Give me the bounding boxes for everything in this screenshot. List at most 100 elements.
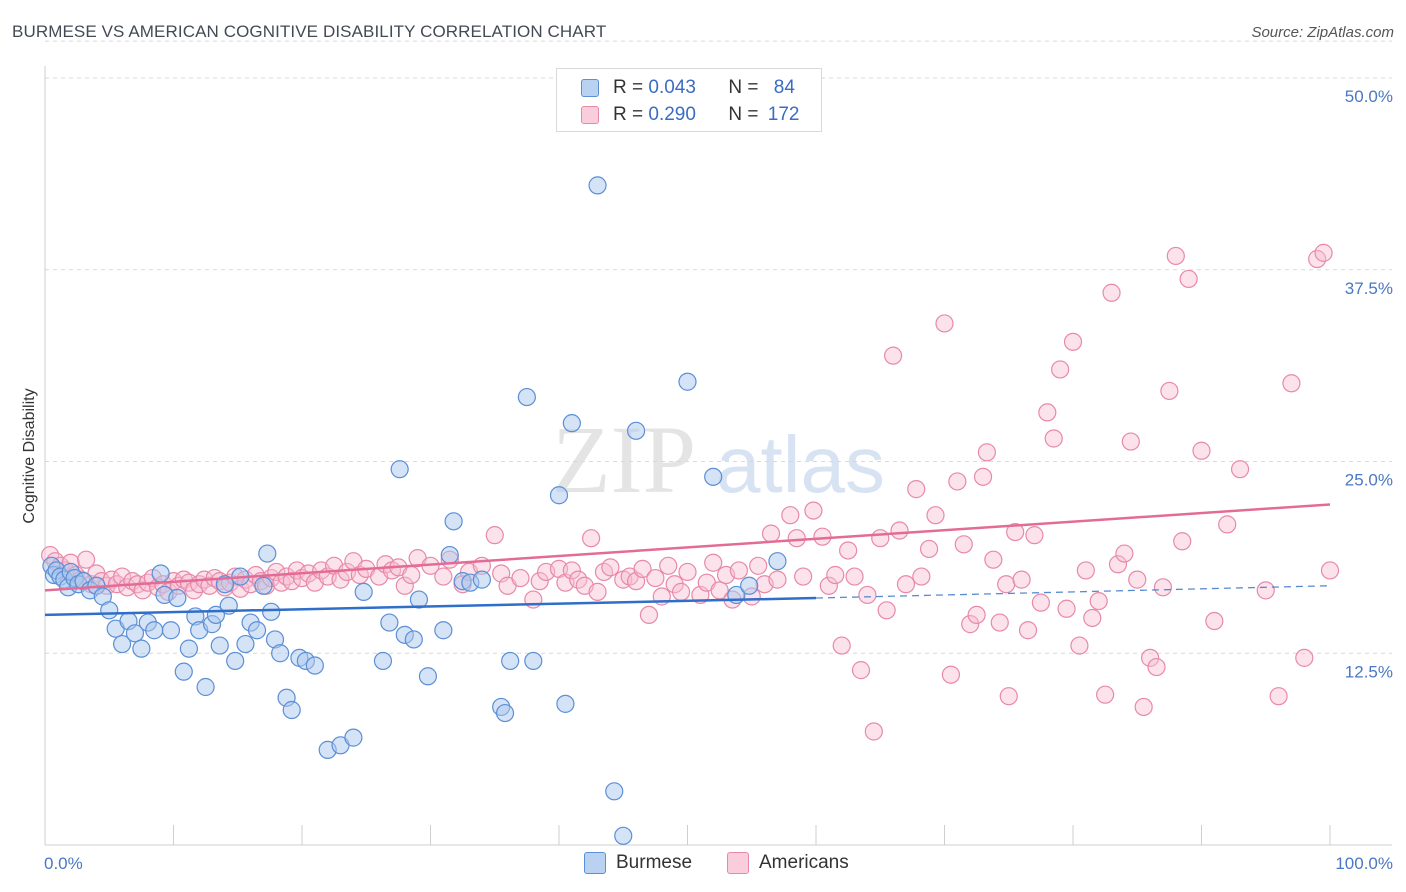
americans-point	[485, 526, 504, 545]
burmese-legend-label: Burmese	[616, 852, 693, 873]
americans-point	[1256, 581, 1275, 600]
americans-trend-line	[44, 503, 1331, 592]
burmese-point	[161, 621, 181, 640]
y-tick-label: 25.0%	[1345, 471, 1393, 490]
burmese-point	[740, 576, 759, 595]
americans-point	[1057, 599, 1076, 618]
burmese-point	[768, 552, 787, 571]
burmese-point	[373, 651, 393, 671]
legend-n-value: 172	[767, 104, 800, 125]
legend-r-value: 0.290	[648, 104, 696, 125]
burmese-point	[168, 588, 187, 608]
americans-point	[1115, 544, 1134, 563]
burmese-point	[440, 545, 459, 565]
americans-point	[1038, 403, 1057, 422]
americans-point	[896, 575, 916, 594]
burmese-point	[444, 512, 463, 531]
x-tick-label: 0.0%	[44, 854, 83, 873]
burmese-point	[605, 782, 624, 801]
burmese-point	[236, 634, 255, 654]
americans-legend-label: Americans	[759, 852, 849, 873]
americans-point	[1166, 246, 1185, 266]
americans-point	[1147, 657, 1166, 677]
americans-point	[864, 722, 883, 741]
legend-n-value: 84	[773, 77, 795, 98]
burmese-point	[495, 703, 515, 723]
americans-point	[907, 480, 926, 499]
americans-point	[941, 665, 961, 684]
y-tick-label: 37.5%	[1345, 279, 1393, 298]
americans-legend-swatch	[727, 852, 749, 874]
americans-point	[768, 570, 787, 589]
legend-r-value: 0.043	[648, 77, 696, 98]
grid	[45, 40, 1392, 654]
americans-point	[1192, 441, 1211, 460]
americans-point	[813, 527, 832, 546]
burmese-point	[210, 636, 229, 655]
americans-point	[948, 472, 967, 491]
americans-point	[1314, 243, 1333, 262]
americans-point	[671, 582, 691, 601]
americans-point	[1320, 561, 1340, 580]
americans-point	[749, 556, 768, 575]
americans-point	[659, 556, 678, 575]
americans-point	[999, 687, 1018, 706]
burmese-point	[524, 651, 543, 671]
americans-point	[633, 559, 652, 578]
burmese-legend-swatch	[584, 852, 606, 874]
burmese-point	[344, 728, 363, 747]
burmese-point	[390, 460, 409, 479]
americans-point	[1269, 687, 1288, 706]
americans-point	[1076, 561, 1095, 580]
americans-point	[845, 567, 864, 586]
trend-lines	[44, 503, 1331, 617]
americans-point	[1044, 429, 1063, 448]
americans-point	[877, 601, 896, 620]
americans-point	[1012, 570, 1031, 589]
legend-r-label: R =	[613, 104, 644, 125]
americans-point	[1230, 460, 1250, 479]
americans-point	[804, 501, 823, 520]
legend-row-burmese: R = 0.043 N = 84	[581, 77, 795, 99]
americans-point	[1006, 522, 1025, 542]
americans-point	[1153, 578, 1173, 597]
americans-point	[961, 615, 980, 634]
burmese-point	[179, 639, 199, 658]
burmese-point	[626, 421, 646, 440]
burmese-point	[282, 700, 301, 720]
americans-point	[646, 568, 665, 588]
americans-point	[973, 467, 993, 486]
burmese-series	[42, 176, 787, 845]
americans-point	[1018, 621, 1038, 640]
americans-point	[977, 443, 997, 462]
americans-point	[890, 521, 909, 540]
americans-point	[434, 567, 453, 586]
americans-point	[794, 567, 813, 586]
americans-point	[1089, 591, 1108, 611]
tick-labels: 12.5% 25.0% 37.5% 50.0% 0.0% 100.0%	[44, 87, 1393, 873]
americans-point	[594, 562, 614, 582]
americans-point	[761, 524, 781, 543]
chart-title: BURMESE VS AMERICAN COGNITIVE DISABILITY…	[12, 22, 607, 41]
americans-point	[1295, 648, 1314, 667]
legend-r-label: R =	[613, 77, 644, 98]
burmese-trend-line	[44, 596, 817, 617]
legend-n-label: N =	[728, 104, 759, 125]
americans-swatch	[581, 106, 599, 124]
americans-point	[787, 529, 806, 548]
burmese-point	[215, 575, 234, 594]
americans-point	[601, 558, 620, 577]
americans-point	[530, 572, 549, 591]
americans-point	[883, 346, 903, 365]
burmese-point	[409, 590, 429, 609]
burmese-point	[258, 544, 277, 563]
burmese-point	[418, 667, 438, 686]
burmese-point	[354, 582, 373, 601]
americans-point	[851, 661, 871, 680]
americans-point	[639, 605, 659, 625]
americans-point	[984, 550, 1003, 569]
burmese-point	[434, 621, 453, 640]
americans-point	[1102, 283, 1121, 302]
burmese-point	[174, 662, 193, 681]
